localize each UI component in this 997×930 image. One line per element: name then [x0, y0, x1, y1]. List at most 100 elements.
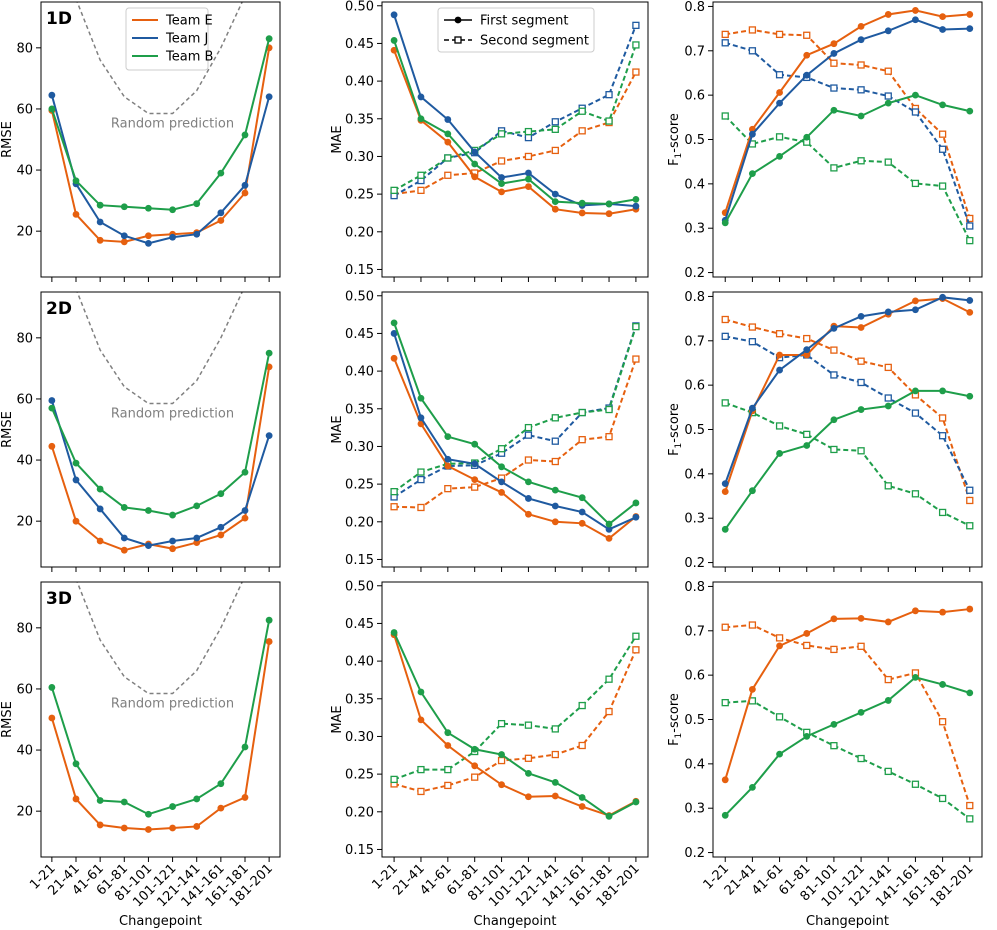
series-team-b-point — [96, 201, 104, 209]
y-tick-label: 40 — [16, 744, 33, 759]
series-team-e-second-segment-point — [857, 357, 865, 365]
series-team-j-point — [96, 505, 104, 513]
series-team-j-first-segment-point — [857, 312, 865, 320]
series-team-b-first-segment-point — [525, 478, 532, 486]
panel-3d-f1-score: 0.20.30.40.50.60.70.8F1-score1-2121-4141… — [667, 580, 983, 929]
series-team-j-first-segment-point — [525, 495, 532, 502]
y-axis-label: MAE — [330, 415, 345, 443]
series-team-j-first-segment-point — [966, 25, 974, 33]
series-team-b-second-segment-point — [857, 447, 865, 455]
series-team-b-point — [217, 169, 225, 177]
series-team-b-second-segment-point — [775, 422, 784, 430]
series-team-b-point — [48, 105, 56, 113]
series-team-j-second-segment-point — [911, 409, 920, 417]
series-team-e-second-segment-point — [966, 496, 974, 505]
axes-frame — [712, 291, 983, 568]
y-tick-label: 0.7 — [684, 624, 705, 639]
series-team-e-first-segment-point — [498, 781, 505, 789]
series-team-b-point — [48, 404, 56, 412]
series-team-e-second-segment-point — [471, 773, 479, 781]
series-team-j-first-segment-point — [966, 297, 974, 304]
series-team-e-second-segment-point — [578, 127, 586, 135]
series-team-b-second-segment-point — [551, 125, 559, 133]
series-team-b-first-segment-point — [390, 629, 398, 636]
series-team-e-second-segment-point — [830, 59, 838, 67]
series-team-e-second-segment-point — [578, 741, 586, 750]
panel-2d-rmse: 20 40 60 80 RMSE Random prediction 2D — [0, 291, 281, 572]
series-team-j-second-segment-point — [857, 86, 865, 94]
series-team-j-second-segment-point — [524, 431, 533, 439]
series-team-b-second-segment-point — [605, 117, 613, 125]
series-team-e-first-segment-point — [966, 11, 974, 18]
y-axis-label: MAE — [330, 125, 345, 153]
series-team-j-point — [217, 523, 225, 531]
series-team-b-point — [145, 507, 152, 514]
y-tick-label: 80 — [16, 621, 33, 636]
series-team-b-first-segment-point — [390, 319, 398, 327]
series-team-j-point — [145, 542, 152, 550]
series-team-j-first-segment-point — [748, 130, 756, 138]
series-team-b-first-segment-point — [525, 175, 532, 183]
y-tick-label: 20 — [16, 805, 33, 820]
series-team-b-first-segment-point — [578, 794, 586, 801]
series-team-e-first-segment-point — [444, 742, 452, 749]
series-team-e-first-segment-point — [551, 792, 559, 800]
series-team-j-second-segment-point — [830, 84, 838, 92]
series-team-e-first-segment-point — [830, 40, 838, 48]
series-team-b-first-segment-point — [721, 525, 729, 533]
series-team-b-second-segment-point — [632, 323, 640, 331]
series-team-e-second-segment-point — [775, 634, 784, 642]
series-team-e-point — [72, 517, 80, 525]
series-team-b-first-segment-point — [748, 487, 756, 495]
series-team-b-first-segment-line — [724, 676, 971, 817]
series-team-j-second-segment-point — [830, 371, 838, 379]
series-team-j-second-segment-point — [775, 71, 784, 79]
series-team-j-second-segment-line — [724, 41, 971, 227]
y-tick-label: 0.25 — [345, 768, 374, 783]
y-tick-label: 0.45 — [345, 617, 374, 632]
series-team-e-point — [145, 232, 152, 240]
series-team-e-second-segment-point — [632, 68, 640, 76]
series-team-e-first-segment-point — [578, 803, 586, 810]
legend-marker — [454, 36, 462, 44]
series-team-e-point — [169, 545, 176, 553]
series-team-e-first-segment-line — [724, 297, 971, 492]
series-team-b-second-segment-point — [444, 765, 452, 774]
series-team-e-point — [217, 217, 225, 224]
series-team-e-first-segment-point — [776, 642, 783, 650]
series-team-j-second-segment-point — [524, 133, 533, 142]
series-team-b-first-segment-line — [724, 94, 970, 224]
plot-area — [390, 11, 640, 218]
series-team-j-first-segment-point — [803, 71, 811, 79]
series-team-j-first-segment-point — [471, 148, 479, 156]
row-label: 3D — [46, 589, 72, 609]
series-team-e-second-segment-point — [417, 186, 425, 195]
series-team-b-first-segment-point — [632, 499, 640, 507]
series-team-j-point — [265, 93, 273, 101]
series-team-b-point — [169, 803, 176, 810]
panel-2d-mae: 0.15 0.20 0.25 0.30 0.35 0.40 0.45 0.50 MAE — [330, 289, 649, 572]
y-tick-label: 0.15 — [345, 553, 374, 568]
series-team-e-second-segment-point — [471, 483, 479, 491]
series-team-e-second-segment-line — [724, 318, 971, 501]
series-team-e-point — [72, 210, 80, 218]
series-team-e-first-segment-point — [444, 138, 452, 146]
series-team-b-first-segment-point — [390, 37, 398, 44]
series-team-e-second-segment-point — [605, 707, 613, 716]
series-team-b-second-segment-point — [911, 179, 920, 188]
series-team-b-first-segment-point — [966, 689, 974, 697]
series-team-e-first-segment-point — [471, 173, 479, 181]
series-team-e-point — [169, 824, 176, 832]
series-team-b-second-segment-point — [497, 130, 506, 138]
series-team-j-first-segment-line — [724, 18, 970, 221]
y-tick-label: 0.4 — [684, 757, 705, 772]
series-team-e-second-segment-line — [725, 28, 971, 219]
series-team-j-first-segment-point — [417, 93, 425, 101]
series-team-b-point — [72, 177, 80, 185]
y-tick-label: 0.2 — [684, 556, 705, 571]
y-tick-label: 0.6 — [684, 379, 705, 394]
series-team-e-point — [96, 236, 104, 244]
series-team-b-second-segment-line — [393, 44, 637, 192]
series-team-b-point — [145, 810, 152, 818]
